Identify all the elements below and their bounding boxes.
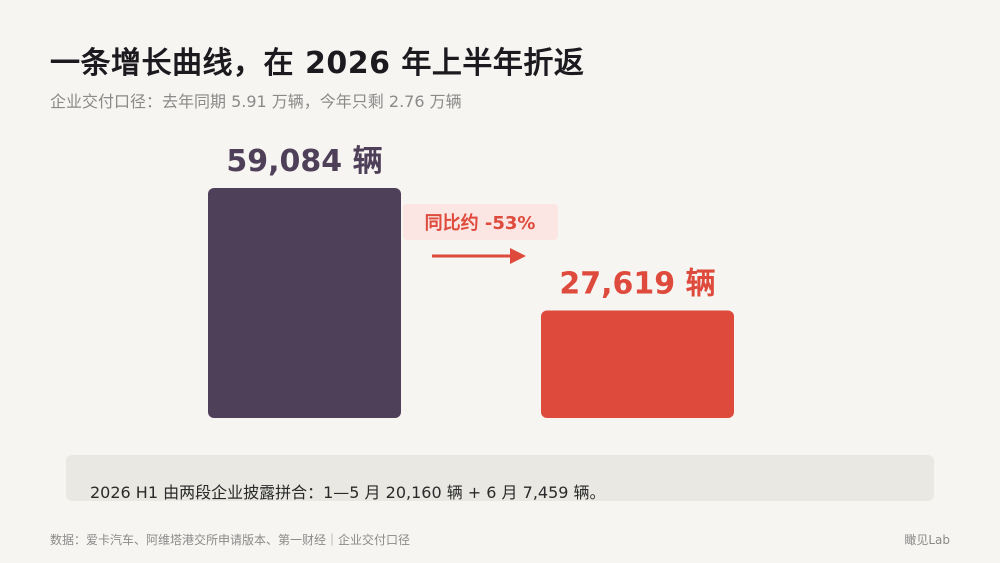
note-text: 2026 H1 由两段企业披露拼合：1—5 月 20,160 辆 + 6 月 7…	[90, 483, 606, 502]
page-title: 一条增长曲线，在 2026 年上半年折返	[50, 46, 585, 81]
arrow-head-icon	[510, 248, 526, 264]
note-box: 2026 H1 由两段企业披露拼合：1—5 月 20,160 辆 + 6 月 7…	[66, 455, 934, 502]
change-label: 同比约 -53%	[425, 212, 536, 234]
bar-2	[541, 310, 734, 418]
bar-1	[208, 188, 401, 418]
page-subtitle: 企业交付口径：去年同期 5.91 万辆，今年只剩 2.76 万辆	[50, 92, 462, 111]
source-text: 数据：爱卡汽车、阿维塔港交所申请版本、第一财经｜企业交付口径	[50, 533, 411, 547]
change-badge	[403, 204, 558, 240]
brand-label: 瞰见Lab	[904, 533, 950, 547]
bar-value-label-2: 27,619 辆	[559, 266, 715, 301]
bar-value-label-1: 59,084 辆	[226, 144, 382, 179]
